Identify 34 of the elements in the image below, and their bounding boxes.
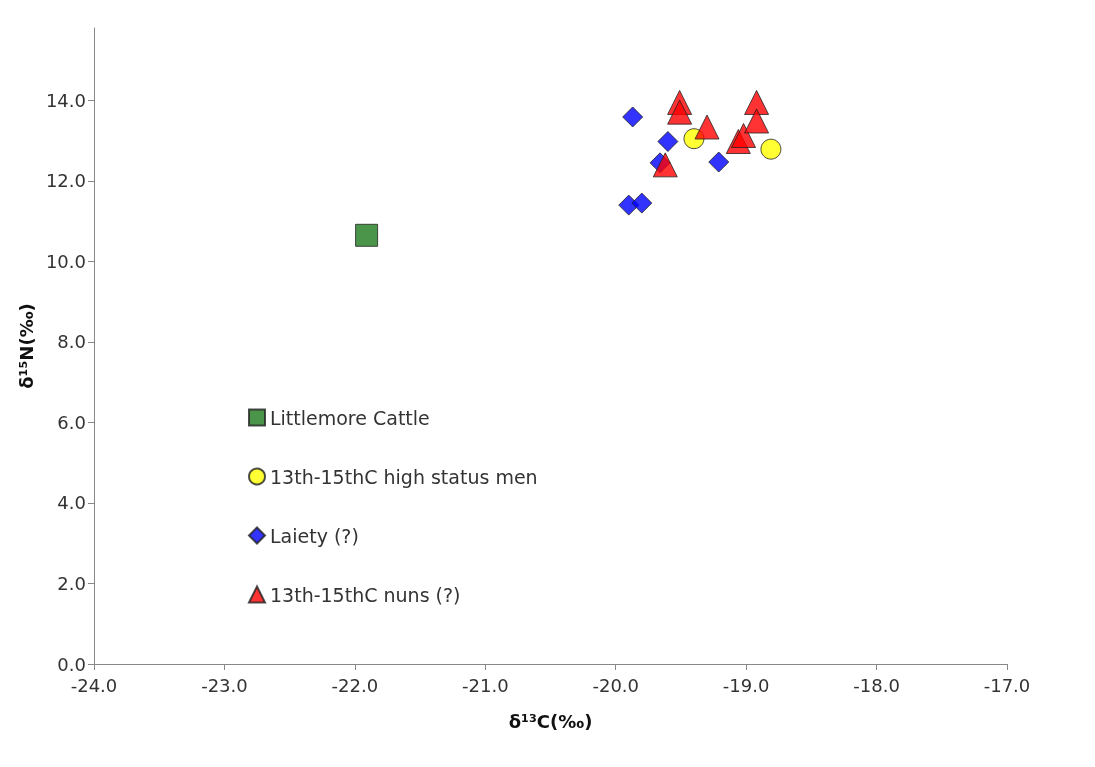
y-axis-title: δ¹⁵N(‰) [15, 303, 37, 389]
point [622, 106, 644, 128]
x-tick-label: -17.0 [983, 674, 1031, 696]
point [708, 151, 730, 173]
point [631, 192, 653, 214]
legend-label: Littlemore Cattle [270, 406, 430, 429]
y-tick-label: 0.0 [57, 653, 86, 675]
point [744, 89, 770, 115]
y-tick-label: 2.0 [57, 572, 86, 594]
point [652, 152, 678, 178]
x-axis-title: δ¹³C(‰) [508, 710, 593, 732]
x-tick-label: -20.0 [592, 674, 639, 696]
point [760, 138, 782, 160]
x-tick-label: -22.0 [331, 674, 379, 696]
y-tick-label: 10.0 [45, 250, 86, 272]
point [744, 108, 770, 134]
point [657, 131, 679, 153]
y-tick-label: 14.0 [45, 89, 86, 111]
x-tick-label: -23.0 [201, 674, 248, 696]
y-tick-label: 4.0 [57, 492, 86, 514]
y-tick-label: 6.0 [57, 411, 86, 433]
point [355, 223, 379, 247]
point [667, 99, 693, 125]
x-tick-label: -18.0 [853, 674, 900, 696]
y-tick-label: 8.0 [57, 331, 86, 353]
legend-label: Laiety (?) [270, 524, 359, 547]
x-tick-label: -24.0 [70, 674, 118, 696]
legend-label: 13th-15thC high status men [270, 465, 538, 488]
point [731, 122, 757, 148]
legend-label: 13th-15thC nuns (?) [270, 583, 461, 606]
x-tick-label: -19.0 [722, 674, 770, 696]
y-tick-label: 12.0 [45, 170, 86, 192]
point [694, 114, 720, 140]
x-tick-label: -21.0 [462, 674, 509, 696]
